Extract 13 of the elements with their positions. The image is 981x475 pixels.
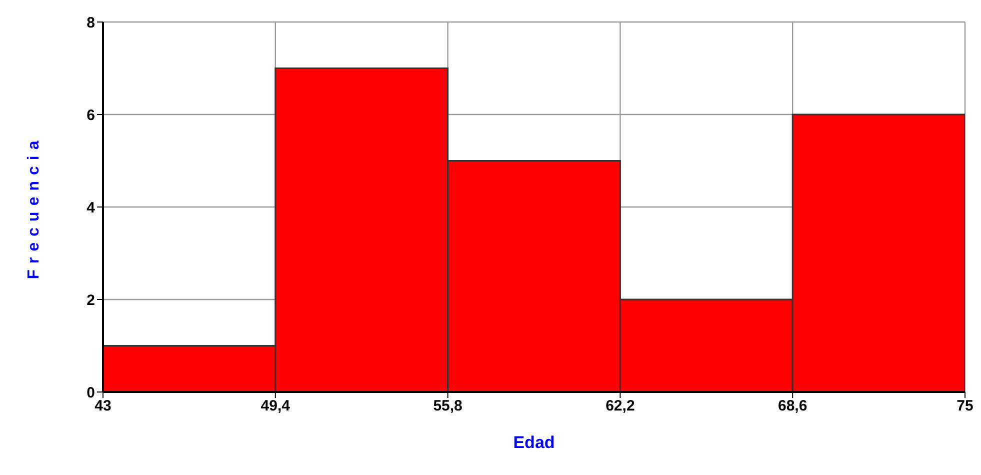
y-tick-label: 0 xyxy=(86,384,95,402)
y-tick-label: 6 xyxy=(86,106,95,124)
x-tick-label: 75 xyxy=(956,398,974,415)
x-tick-label: 68,6 xyxy=(778,398,808,415)
x-tick-label: 62,2 xyxy=(606,398,635,415)
x-axis-title: Edad xyxy=(513,433,555,452)
y-tick-label: 8 xyxy=(86,14,95,32)
y-axis-title: Frecuencia xyxy=(26,134,43,280)
y-tick-label: 2 xyxy=(86,292,95,309)
x-tick-label: 43 xyxy=(94,398,112,415)
y-tick-label: 4 xyxy=(86,199,96,216)
x-tick-label: 49,4 xyxy=(260,398,291,415)
x-tick-label: 55,8 xyxy=(433,398,462,415)
